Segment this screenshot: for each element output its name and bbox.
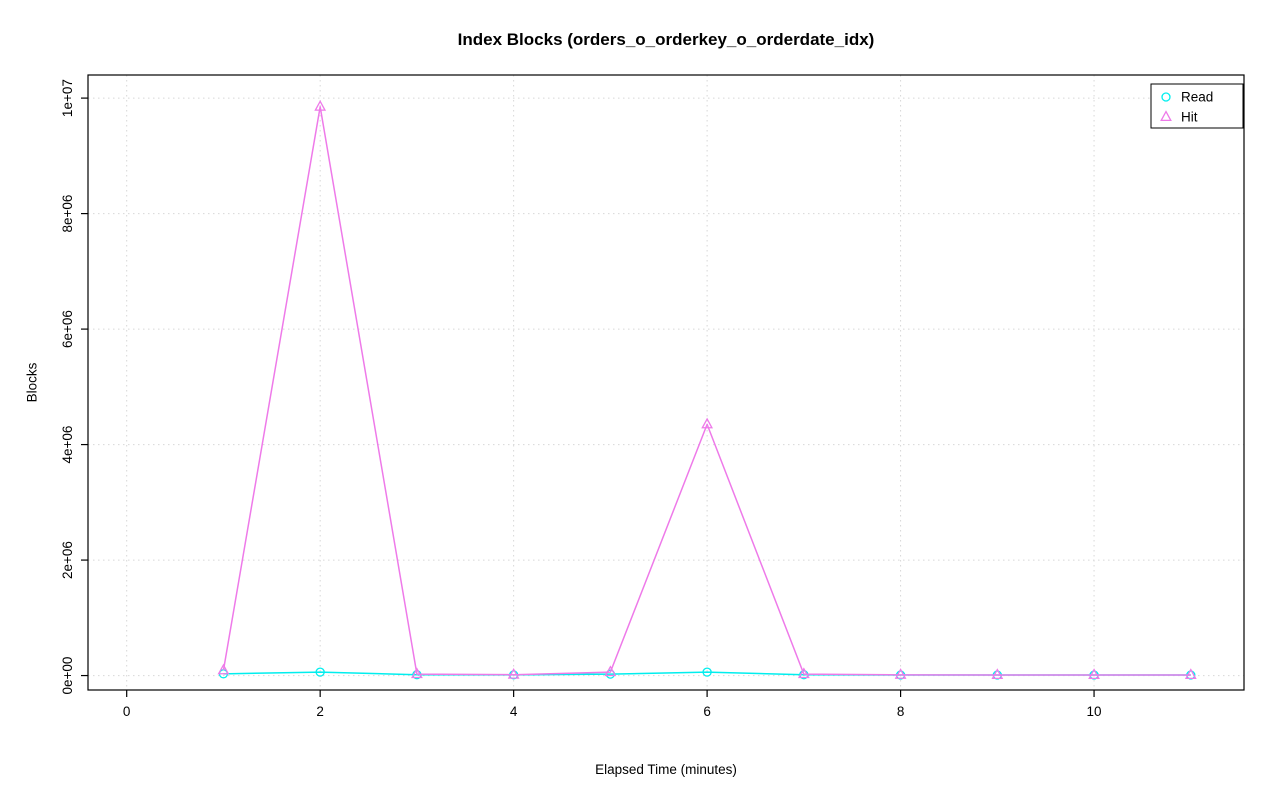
data-point-triangle [314,100,327,111]
data-point-triangle [411,667,423,679]
data-point-triangle [604,665,617,677]
x-tick-label: 6 [703,704,711,719]
legend: Read Hit [1150,83,1244,129]
series-hit [217,100,1197,680]
x-tick-label: 10 [1087,704,1102,719]
data-point-triangle [1160,110,1172,122]
data-point-triangle [217,663,230,675]
legend-label-hit: Hit [1181,110,1198,125]
chart-title: Index Blocks (orders_o_orderkey_o_orderd… [457,30,875,49]
data-point-triangle [797,667,810,679]
y-tick-label: 2e+06 [60,541,75,579]
series-line-hit [222,106,1191,676]
legend-label-read: Read [1181,90,1213,105]
y-tick-label: 8e+06 [60,195,75,233]
data-point-triangle [894,668,907,679]
x-tick-label: 8 [897,704,905,719]
data-point-circle [315,667,325,677]
x-tick-label: 4 [510,704,518,719]
x-tick-label: 0 [123,704,131,719]
data-point-triangle [1088,668,1100,680]
data-point-triangle [507,667,520,679]
data-point-circle [1161,92,1171,102]
data-point-triangle [991,668,1004,680]
y-tick-label: 6e+06 [60,310,75,348]
series-read [218,667,1196,680]
y-tick-label: 4e+06 [60,426,75,464]
x-axis-label: Elapsed Time (minutes) [595,762,737,777]
y-tick-label: 1e+07 [60,79,75,117]
data-point-circle [702,667,712,677]
y-tick-label: 0e+00 [60,657,75,695]
data-point-triangle [1184,668,1197,680]
plot-area-border [87,74,1245,691]
x-tick-label: 2 [316,704,324,719]
data-point-triangle [701,417,714,429]
